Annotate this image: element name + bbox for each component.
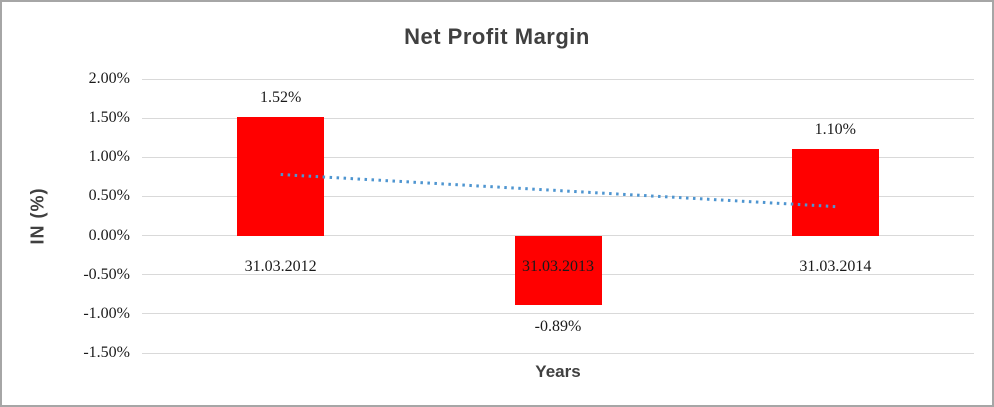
y-tick-label: -1.00% xyxy=(83,304,130,322)
y-tick-label: -0.50% xyxy=(83,265,130,283)
gridline xyxy=(142,313,974,315)
trendline xyxy=(280,173,836,209)
x-category-label: 31.03.2013 xyxy=(522,257,594,275)
chart-title: Net Profit Margin xyxy=(404,24,590,49)
gridline xyxy=(142,156,974,158)
x-axis-title: Years xyxy=(535,362,581,381)
bar-31.03.2014 xyxy=(791,149,879,236)
gridline xyxy=(142,78,974,80)
x-category-label: 31.03.2014 xyxy=(799,257,872,275)
y-tick-label: 1.50% xyxy=(88,109,130,127)
y-tick-label: 1.00% xyxy=(88,148,130,166)
y-tick-label: 0.00% xyxy=(88,226,130,244)
gridline xyxy=(142,117,974,119)
x-category-label: 31.03.2012 xyxy=(244,257,317,275)
bar-31.03.2013 xyxy=(514,235,602,306)
y-tick-label: -1.50% xyxy=(83,344,130,361)
bar-31.03.2012 xyxy=(237,116,325,236)
gridline xyxy=(142,352,974,354)
bar-value-label: 1.52% xyxy=(259,88,302,106)
bar-value-label: -0.89% xyxy=(534,318,582,336)
y-tick-label: 2.00% xyxy=(88,70,130,87)
bar-value-label: 1.10% xyxy=(814,121,856,139)
y-tick-label: 0.50% xyxy=(88,187,130,205)
